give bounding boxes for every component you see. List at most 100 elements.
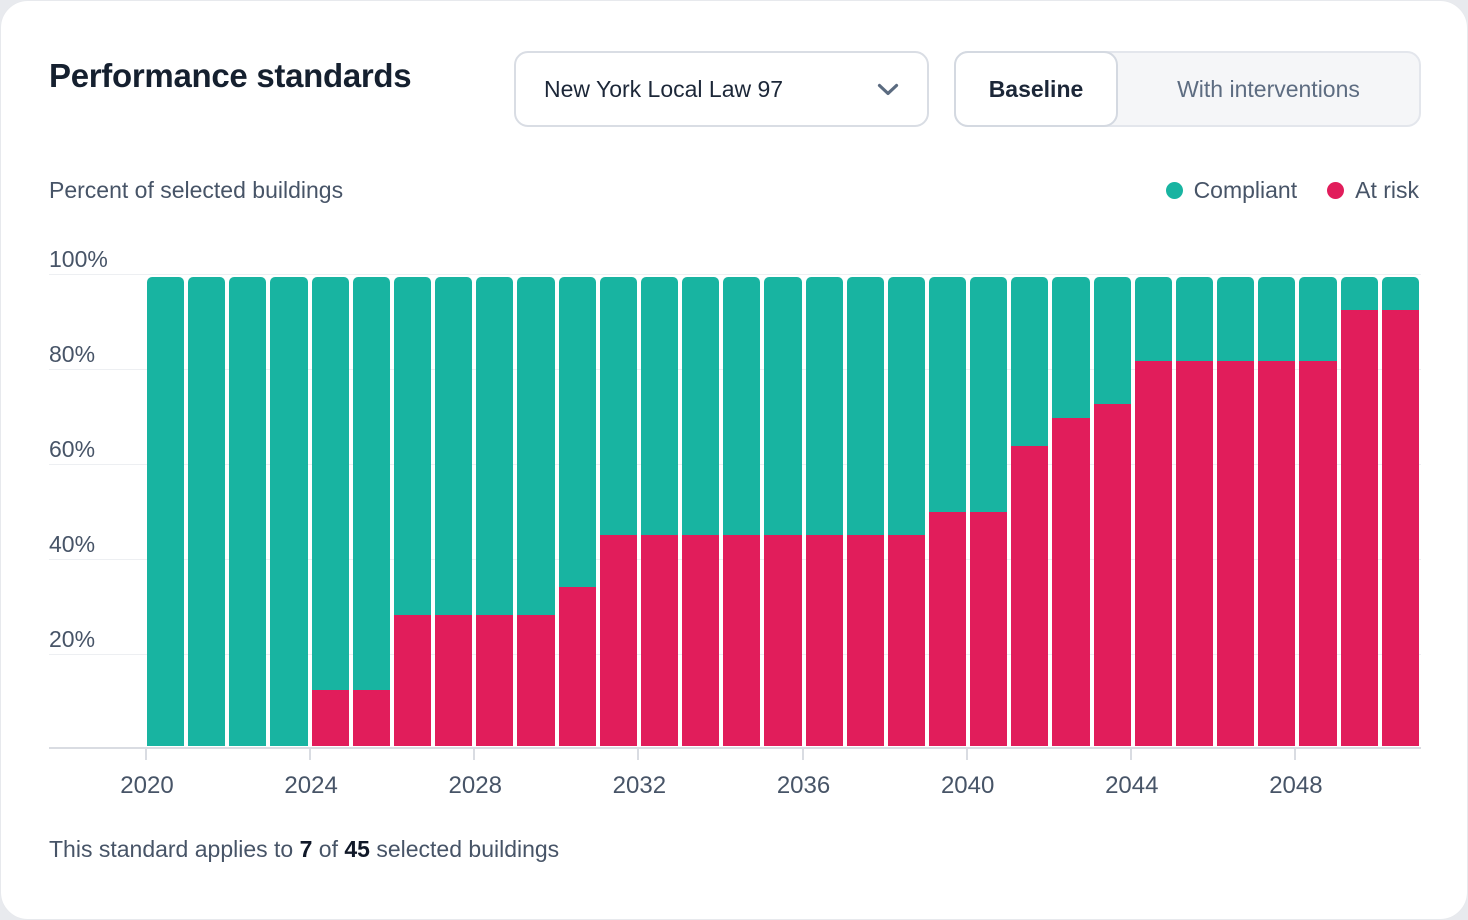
bar-segment-at-risk bbox=[723, 534, 761, 746]
with-interventions-button[interactable]: With interventions bbox=[1177, 75, 1360, 102]
bar bbox=[352, 277, 390, 746]
bar-segment-at-risk bbox=[476, 614, 514, 746]
chevron-down-icon bbox=[877, 83, 899, 96]
y-axis-label: 100% bbox=[49, 246, 108, 272]
bar-segment-at-risk bbox=[1093, 403, 1131, 746]
y-axis-label: 60% bbox=[49, 436, 96, 462]
x-axis-label: 2032 bbox=[612, 772, 667, 799]
bar bbox=[682, 277, 720, 746]
standard-select[interactable]: New York Local Law 97 bbox=[514, 51, 929, 127]
bar-segment-at-risk bbox=[311, 689, 349, 746]
bars-container bbox=[147, 277, 1419, 746]
bar-segment-compliant bbox=[1258, 277, 1296, 362]
bar bbox=[558, 277, 596, 746]
bar-segment-at-risk bbox=[517, 614, 555, 746]
bar-segment-compliant bbox=[1052, 277, 1090, 418]
bar bbox=[723, 277, 761, 746]
bar-segment-at-risk bbox=[1134, 361, 1172, 746]
bar-segment-compliant bbox=[1217, 277, 1255, 362]
bar bbox=[147, 277, 185, 746]
bar-segment-at-risk bbox=[1381, 309, 1419, 746]
bar-segment-at-risk bbox=[805, 534, 843, 746]
bar bbox=[188, 277, 226, 746]
gridline bbox=[49, 274, 1421, 275]
bar-segment-compliant bbox=[723, 277, 761, 535]
bar-segment-compliant bbox=[1093, 277, 1131, 404]
bar-segment-at-risk bbox=[928, 511, 967, 746]
bar bbox=[1340, 277, 1378, 746]
y-axis-label: 20% bbox=[49, 626, 96, 652]
legend-item-compliant: Compliant bbox=[1165, 177, 1298, 204]
bar bbox=[1052, 277, 1090, 746]
bar-segment-compliant bbox=[1175, 277, 1214, 362]
footer-prefix: This standard applies to bbox=[49, 836, 294, 862]
bar-segment-compliant bbox=[599, 277, 637, 535]
scenario-toggle-group: Baseline With interventions bbox=[954, 51, 1421, 127]
bar-segment-compliant bbox=[1299, 277, 1337, 362]
x-axis-tick bbox=[309, 748, 312, 760]
x-axis-tick bbox=[965, 748, 968, 760]
bar-segment-compliant bbox=[682, 277, 720, 535]
bar-segment-at-risk bbox=[352, 689, 390, 746]
bar bbox=[1299, 277, 1337, 746]
bar-segment-compliant bbox=[352, 277, 390, 690]
bar-segment-compliant bbox=[1011, 277, 1049, 446]
x-axis-tick bbox=[145, 748, 147, 760]
bar bbox=[764, 277, 802, 746]
legend-label-at-risk: At risk bbox=[1355, 177, 1419, 203]
x-axis-label: 2036 bbox=[776, 772, 831, 799]
bar bbox=[1134, 277, 1172, 746]
bar-segment-compliant bbox=[435, 277, 473, 615]
bar-segment-at-risk bbox=[599, 534, 637, 746]
bar-segment-at-risk bbox=[1258, 361, 1296, 746]
footer-total-count: 45 bbox=[344, 836, 370, 862]
plot-area: 100% 80% 60% 40% 20% 2020 2024 2028 2032 2036 2040… bbox=[49, 246, 1421, 799]
bar bbox=[599, 277, 637, 746]
bar bbox=[435, 277, 473, 746]
footer-applicable-count: 7 bbox=[299, 836, 313, 862]
bar-segment-compliant bbox=[558, 277, 596, 587]
x-axis-line bbox=[49, 747, 1421, 749]
x-axis-label: 2044 bbox=[1105, 772, 1159, 799]
bar-segment-at-risk bbox=[1011, 445, 1049, 746]
bar bbox=[1258, 277, 1296, 746]
bar-segment-at-risk bbox=[682, 534, 720, 746]
legend-item-at-risk: At risk bbox=[1327, 177, 1419, 204]
bar bbox=[846, 277, 884, 746]
bar bbox=[805, 277, 843, 746]
bar-segment-compliant bbox=[1340, 277, 1378, 310]
bar bbox=[1217, 277, 1255, 746]
bar-segment-compliant bbox=[764, 277, 802, 535]
bar-segment-at-risk bbox=[970, 511, 1008, 746]
bar bbox=[229, 277, 267, 746]
bar bbox=[476, 277, 514, 746]
x-axis-tick bbox=[1129, 748, 1132, 760]
baseline-button[interactable]: Baseline bbox=[954, 51, 1118, 127]
bar-segment-at-risk bbox=[1052, 417, 1090, 746]
bar-segment-at-risk bbox=[393, 614, 432, 746]
chart-legend: Compliant At risk bbox=[1165, 177, 1419, 204]
x-axis-label: 2028 bbox=[448, 772, 502, 799]
bar-segment-compliant bbox=[147, 277, 185, 746]
bar-segment-compliant bbox=[887, 277, 925, 535]
standard-select-value: New York Local Law 97 bbox=[544, 75, 784, 102]
x-axis-label: 2020 bbox=[120, 772, 174, 799]
bar-segment-at-risk bbox=[1217, 361, 1255, 746]
bar-segment-compliant bbox=[476, 277, 514, 615]
bar bbox=[517, 277, 555, 746]
bar bbox=[1093, 277, 1131, 746]
bar-segment-compliant bbox=[517, 277, 555, 615]
bar bbox=[270, 277, 308, 746]
bar bbox=[640, 277, 679, 746]
legend-label-compliant: Compliant bbox=[1193, 177, 1298, 203]
x-axis-label: 2040 bbox=[940, 772, 995, 799]
at-risk-dot-icon bbox=[1327, 182, 1345, 199]
bar bbox=[1011, 277, 1049, 746]
bar-segment-at-risk bbox=[558, 586, 596, 746]
bar-segment-compliant bbox=[928, 277, 967, 512]
footer-note: This standard applies to 7 of 45 selecte… bbox=[49, 836, 559, 863]
bar-segment-compliant bbox=[846, 277, 884, 535]
bar-segment-at-risk bbox=[846, 534, 884, 746]
bar-segment-at-risk bbox=[1299, 361, 1337, 746]
